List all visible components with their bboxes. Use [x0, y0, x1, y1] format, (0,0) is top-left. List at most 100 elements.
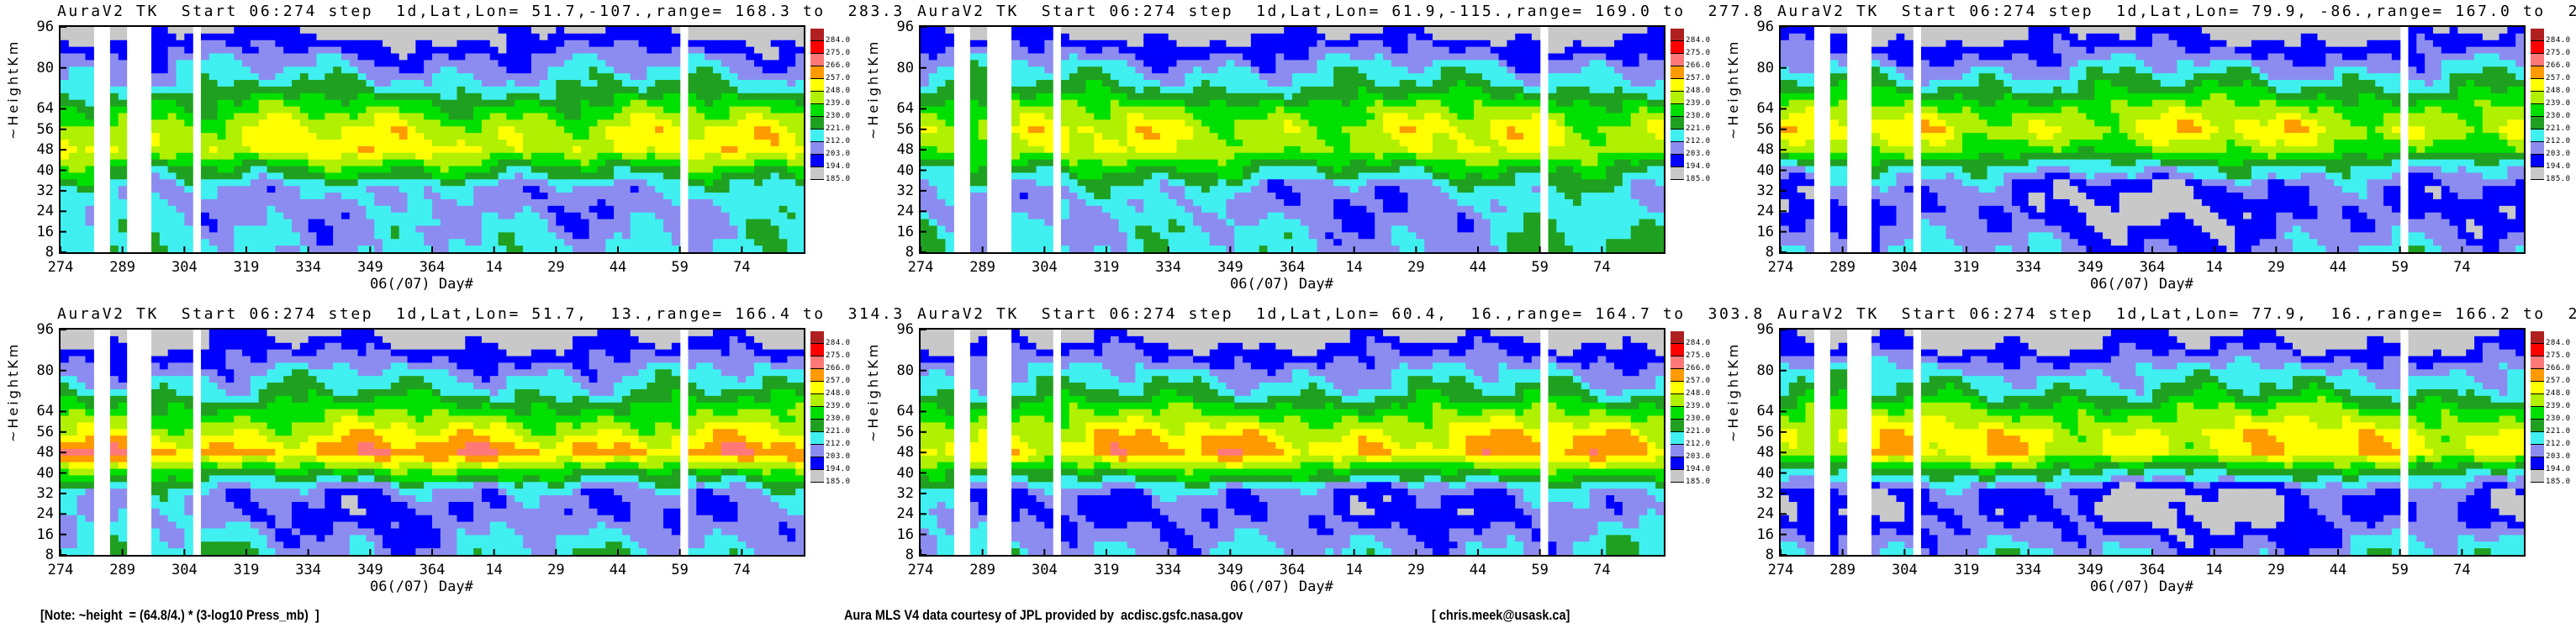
- heat-cell: [1416, 126, 1425, 134]
- heat-cell: [1416, 212, 1425, 220]
- heat-cell: [937, 60, 947, 67]
- heat-cell: [440, 246, 450, 252]
- heat-cell: [729, 73, 739, 81]
- heat-cell: [688, 66, 697, 74]
- heat-cell: [357, 232, 367, 240]
- heat-cell: [1449, 60, 1459, 67]
- y-tick-label: 56: [896, 120, 914, 138]
- heat-cell: [1333, 219, 1343, 227]
- heat-cell: [1243, 113, 1252, 120]
- heat-cell: [589, 46, 599, 55]
- heat-cell: [275, 212, 284, 220]
- heat-cell: [457, 60, 466, 67]
- heat-cell: [415, 239, 425, 246]
- heat-cell: [1275, 166, 1285, 174]
- heat-cell: [68, 219, 78, 227]
- heat-cell: [340, 53, 351, 61]
- heat-cell: [1407, 179, 1417, 187]
- heat-cell: [316, 73, 325, 81]
- heat-cell: [1019, 239, 1029, 246]
- heat-cell: [712, 166, 722, 174]
- heat-cell: [1152, 186, 1161, 193]
- heat-cell: [440, 205, 450, 214]
- colorbar-swatch: [810, 117, 824, 129]
- heat-cell: [109, 232, 119, 240]
- heat-cell: [1341, 166, 1351, 174]
- heat-cell: [1259, 140, 1269, 147]
- heat-cell: [299, 239, 309, 246]
- heat-cell: [671, 133, 681, 140]
- heat-cell: [729, 212, 739, 220]
- heat-cell: [1110, 145, 1120, 154]
- heat-cell: [754, 66, 763, 74]
- heat-cell: [630, 145, 640, 154]
- heat-cell: [1127, 219, 1136, 227]
- heat-cell: [1292, 152, 1301, 161]
- heat-cell: [597, 53, 606, 61]
- colorbar-swatch: [810, 79, 824, 92]
- heat-cell: [572, 60, 582, 67]
- heat-cell: [151, 145, 161, 154]
- heat-cell: [399, 205, 409, 214]
- heat-cell: [737, 80, 747, 87]
- heat-cell: [1201, 99, 1211, 108]
- heat-cell: [1011, 225, 1021, 233]
- heat-cell: [1407, 186, 1417, 193]
- heat-cell: [1044, 225, 1053, 233]
- heat-cell: [746, 80, 755, 87]
- heat-cell: [1366, 145, 1375, 154]
- heat-cell: [225, 27, 235, 34]
- heat-cell: [1440, 53, 1450, 61]
- heat-cell: [383, 53, 392, 61]
- heat-cell: [1176, 179, 1185, 187]
- heat-cell: [1176, 246, 1185, 252]
- heat-cell: [630, 232, 640, 240]
- heat-cell: [250, 99, 260, 108]
- heat-cell: [1416, 27, 1425, 34]
- heat-cell: [1308, 193, 1318, 200]
- heat-cell: [1143, 145, 1153, 154]
- heat-cell: [349, 46, 359, 55]
- heat-cell: [1440, 193, 1450, 200]
- heat-cell: [1118, 152, 1128, 161]
- heat-cell: [1127, 212, 1136, 220]
- heat-cell: [1152, 166, 1161, 174]
- heat-cell: [1465, 152, 1475, 161]
- heat-cell: [621, 126, 631, 134]
- heat-cell: [556, 40, 565, 48]
- heat-cell: [184, 33, 193, 41]
- heat-cell: [589, 186, 599, 193]
- heat-cell: [1267, 33, 1276, 41]
- heat-cell: [159, 113, 169, 120]
- heat-cell: [647, 186, 656, 193]
- heat-cell: [1416, 205, 1425, 214]
- heat-cell: [597, 99, 606, 108]
- heat-cell: [68, 239, 78, 246]
- heat-cell: [621, 205, 631, 214]
- heat-cell: [1375, 86, 1384, 94]
- heat-cell: [366, 239, 375, 246]
- heat-cell: [1143, 92, 1153, 101]
- heat-cell: [1317, 40, 1326, 48]
- heat-cell: [1110, 113, 1120, 120]
- heat-cell: [77, 172, 87, 180]
- heat-cell: [151, 80, 161, 87]
- heat-cell: [605, 66, 615, 74]
- heat-cell: [258, 205, 268, 214]
- heat-cell: [754, 232, 763, 240]
- heat-cell: [333, 53, 342, 61]
- heat-cell: [1333, 92, 1343, 101]
- heat-cell: [465, 33, 474, 41]
- heat-cell: [275, 219, 284, 227]
- heat-cell: [1432, 92, 1442, 101]
- heat-cell: [415, 246, 425, 252]
- heat-cell: [1375, 92, 1384, 101]
- heat-cell: [357, 172, 367, 180]
- heat-cell: [1234, 205, 1243, 214]
- heat-cell: [1358, 219, 1367, 227]
- x-tick-label: 289: [109, 259, 136, 276]
- heat-cell: [333, 219, 342, 227]
- heat-cell: [85, 40, 94, 48]
- heat-cell: [1069, 99, 1079, 108]
- heat-cell: [754, 119, 763, 127]
